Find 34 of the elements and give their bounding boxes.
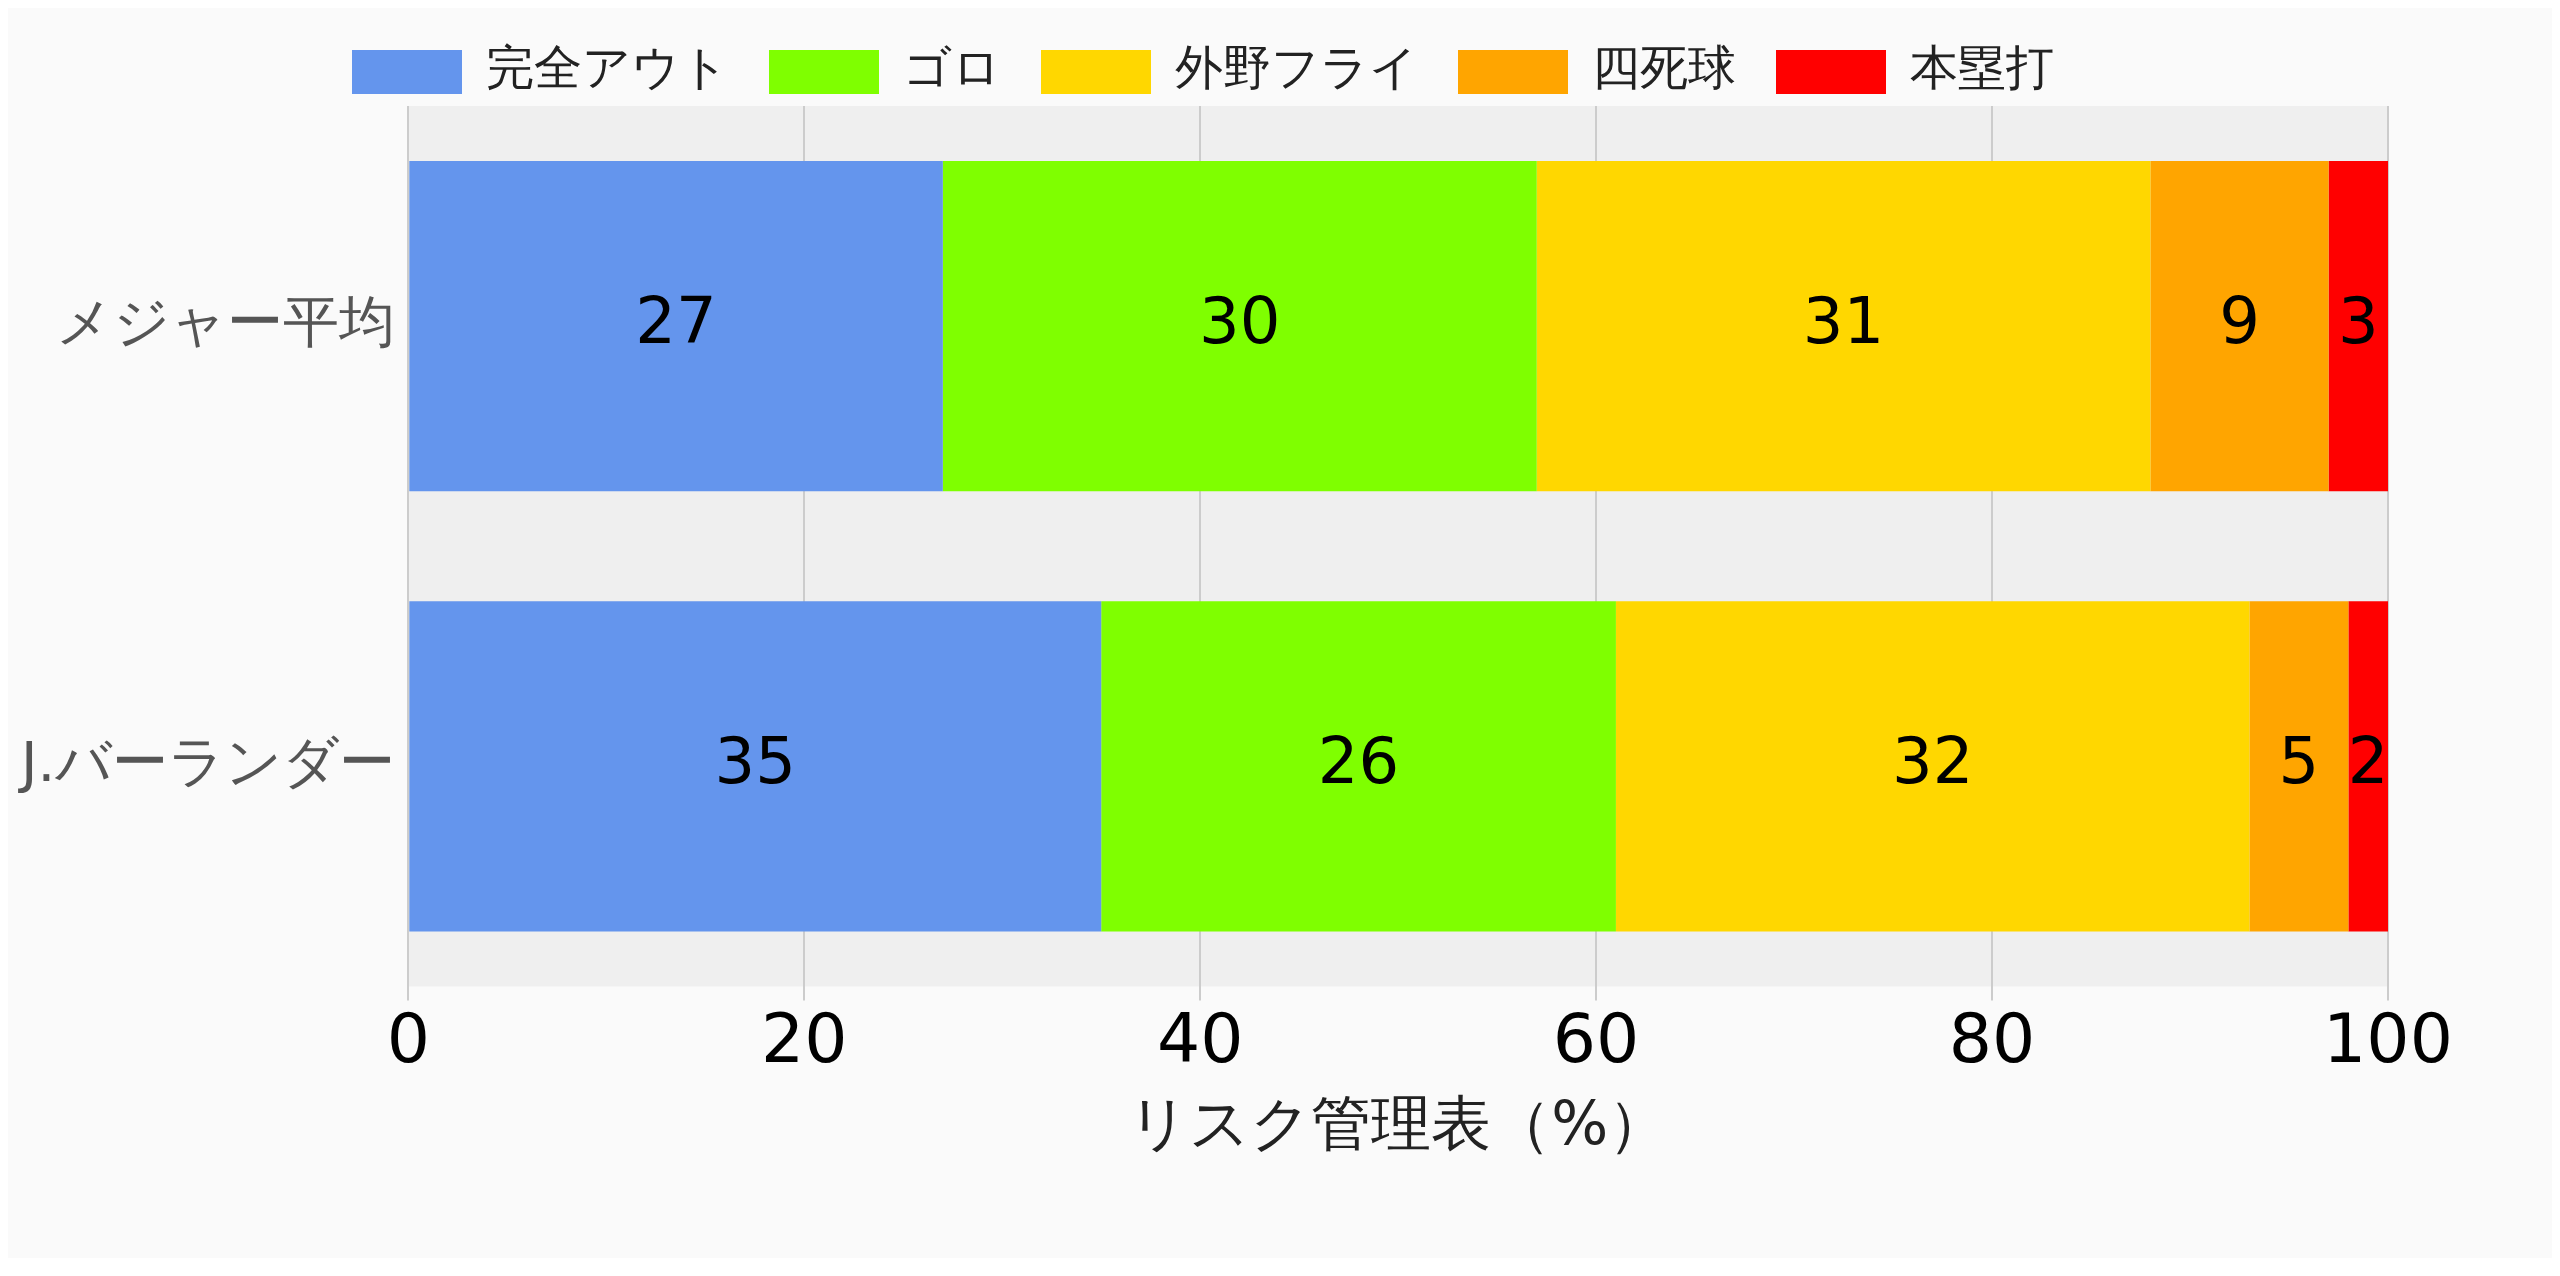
y-tick-label: メジャー平均: [56, 288, 396, 354]
data-label: 31: [1802, 283, 1885, 358]
data-label: 35: [714, 723, 796, 798]
legend-label: 外野フライ: [1175, 39, 1418, 96]
bar: [2150, 161, 2329, 492]
data-label: 9: [2219, 283, 2260, 358]
bar: [2328, 161, 2388, 492]
x-axis-title: リスク管理表（%）: [1128, 1087, 1669, 1158]
x-tick-label: 60: [1552, 998, 1640, 1078]
data-label: 26: [1317, 723, 1400, 798]
bar: [1536, 161, 2151, 492]
legend-label: ゴロ: [903, 39, 1001, 96]
data-label: 30: [1199, 283, 1281, 358]
x-tick-label: 80: [1948, 998, 2036, 1078]
data-label: 27: [635, 283, 717, 358]
x-tick-label: 40: [1156, 998, 1244, 1078]
y-tick-label: J.バーランダー: [17, 728, 396, 794]
data-label: 32: [1891, 723, 1974, 798]
bar: [942, 161, 1537, 492]
legend-label: 本塁打: [1910, 39, 2054, 96]
data-label: 5: [2278, 723, 2320, 798]
legend-label: 完全アウト: [486, 39, 729, 96]
x-tick-label: 0: [386, 998, 430, 1078]
bar: [1615, 601, 2250, 932]
bar: [409, 161, 943, 492]
data-label: 2: [2347, 723, 2389, 798]
bar: [2249, 601, 2349, 932]
data-label: 3: [2337, 283, 2379, 358]
bar: [2348, 601, 2388, 932]
legend-label: 四死球: [1592, 39, 1736, 96]
x-tick-label: 20: [760, 998, 848, 1078]
x-tick-label: 100: [2323, 998, 2453, 1078]
bar: [1101, 601, 1616, 932]
bar: [409, 601, 1102, 932]
